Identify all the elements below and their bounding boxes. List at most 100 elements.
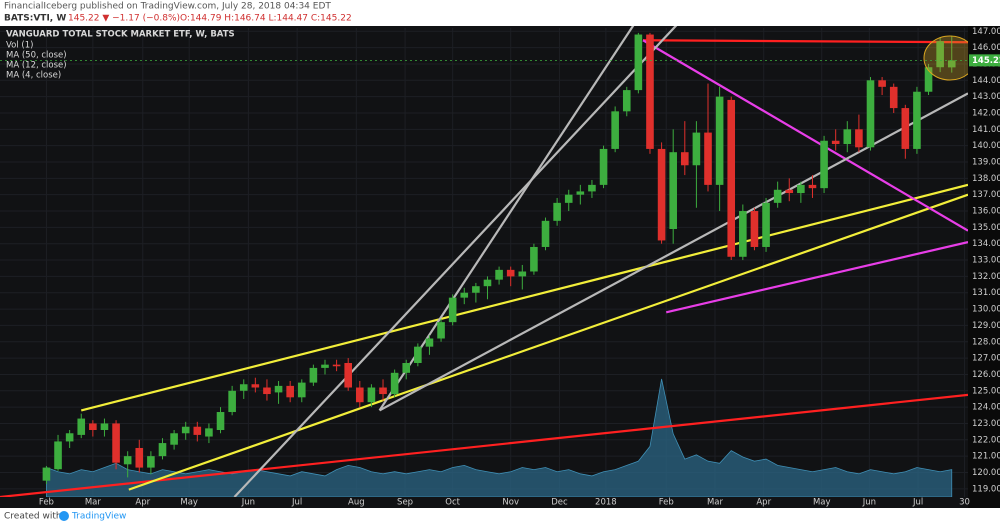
volume xyxy=(46,378,953,497)
last-price-box xyxy=(969,54,1000,67)
ma-legend: MA (4, close) xyxy=(6,71,61,81)
candle-body xyxy=(680,152,689,166)
candle-body xyxy=(506,269,515,277)
candle-body xyxy=(332,364,341,367)
ohlc: O:144.79 H:146.74 L:144.47 C:145.22 xyxy=(180,14,352,24)
y-tick-label: 131.00 xyxy=(972,288,1000,298)
candle-body xyxy=(855,129,863,148)
candle-body xyxy=(297,382,306,398)
candle-body xyxy=(181,426,190,434)
candle-body xyxy=(147,456,155,468)
y-tick-label: 143.00 xyxy=(972,92,1000,102)
candle-body xyxy=(344,363,353,388)
highlight-circle xyxy=(923,35,968,81)
candle-body xyxy=(518,271,527,277)
x-tick-label: Nov xyxy=(502,498,519,508)
x-tick-label: 30 xyxy=(959,498,970,508)
candle-body xyxy=(576,191,585,195)
x-tick-label: May xyxy=(813,498,831,508)
candle-body xyxy=(808,184,817,189)
candle-body xyxy=(65,433,74,442)
candle-body xyxy=(216,412,225,430)
candle-body xyxy=(228,390,236,413)
candle-body xyxy=(54,441,62,470)
candle-body xyxy=(425,338,434,347)
footer-created: Created with xyxy=(4,512,62,522)
candle-body xyxy=(390,372,399,395)
candle-body xyxy=(251,384,260,388)
candle-body xyxy=(727,99,736,257)
ma-legend: MA (12, close) xyxy=(6,61,67,71)
x-tick-label: Feb xyxy=(659,498,674,508)
ma-legend: MA (50, close) xyxy=(6,51,67,61)
candle-body xyxy=(797,184,805,194)
candle-body xyxy=(193,426,202,435)
candle-body xyxy=(564,194,573,203)
candle-body xyxy=(483,279,492,287)
y-tick-label: 141.00 xyxy=(972,125,1000,135)
candle-body xyxy=(448,297,457,323)
y-tick-label: 144.00 xyxy=(972,76,1000,86)
candle-body xyxy=(692,132,701,166)
y-tick-label: 119.00 xyxy=(972,484,1000,494)
candle-body xyxy=(657,148,666,241)
candle-body xyxy=(611,111,619,149)
candle-body xyxy=(437,322,445,339)
x-tick-label: Oct xyxy=(445,498,460,508)
candle-body xyxy=(588,184,596,192)
candle-body xyxy=(669,152,677,229)
candle-body xyxy=(158,443,167,457)
volume-area xyxy=(46,378,953,497)
candle-body xyxy=(367,387,376,403)
candle-body xyxy=(773,189,782,203)
y-tick-label: 123.00 xyxy=(972,419,1000,429)
y-tick-label: 133.00 xyxy=(972,256,1000,266)
x-tick-label: Jun xyxy=(862,498,876,508)
y-tick-label: 127.00 xyxy=(972,354,1000,364)
footer-brand[interactable]: TradingView xyxy=(71,512,126,522)
candle-body xyxy=(460,292,469,298)
candle-body xyxy=(263,387,271,395)
candle-body xyxy=(901,108,910,149)
candles xyxy=(42,32,956,484)
y-tick-label: 137.00 xyxy=(972,190,1000,200)
x-tick-label: Jul xyxy=(912,498,923,508)
y-tick-label: 125.00 xyxy=(972,386,1000,396)
y-tick-label: 146.00 xyxy=(972,43,1000,53)
last-price-label: 145.22 xyxy=(972,56,1000,66)
candle-body xyxy=(947,60,956,68)
candle-body xyxy=(379,387,387,395)
y-tick-label: 128.00 xyxy=(972,337,1000,347)
x-tick-label: Dec xyxy=(551,498,568,508)
candle-body xyxy=(321,364,329,368)
trendline xyxy=(128,193,968,491)
candle-body xyxy=(646,34,654,149)
y-tick-label: 124.00 xyxy=(972,403,1000,413)
y-tick-label: 134.00 xyxy=(972,239,1000,249)
trendline xyxy=(233,26,678,497)
x-tick-label: Mar xyxy=(85,498,102,508)
candle-body xyxy=(762,202,770,247)
candle-body xyxy=(42,467,51,481)
candle-body xyxy=(889,86,898,109)
quote: 145.22 ▼ −1.17 (−0.8%) xyxy=(68,14,180,24)
brand-logo xyxy=(59,511,69,521)
trendline xyxy=(80,183,968,412)
candle-body xyxy=(843,129,852,145)
candle-body xyxy=(936,41,944,68)
x-tick-label: Mar xyxy=(707,498,724,508)
candle-body xyxy=(599,148,608,185)
candle-body xyxy=(785,189,794,194)
candle-body xyxy=(495,269,503,280)
candle-body xyxy=(89,423,97,430)
chart-title: VANGUARD TOTAL STOCK MARKET ETF, W, BATS xyxy=(6,30,235,40)
candle-body xyxy=(414,346,422,363)
candle-body xyxy=(309,367,318,383)
candle-body xyxy=(820,140,828,189)
plot-bg xyxy=(0,26,1000,508)
candle-body xyxy=(739,211,747,257)
candle-body xyxy=(135,447,144,468)
x-tick-label: 2018 xyxy=(595,498,617,508)
symbol: BATS:VTI, W xyxy=(4,14,66,24)
